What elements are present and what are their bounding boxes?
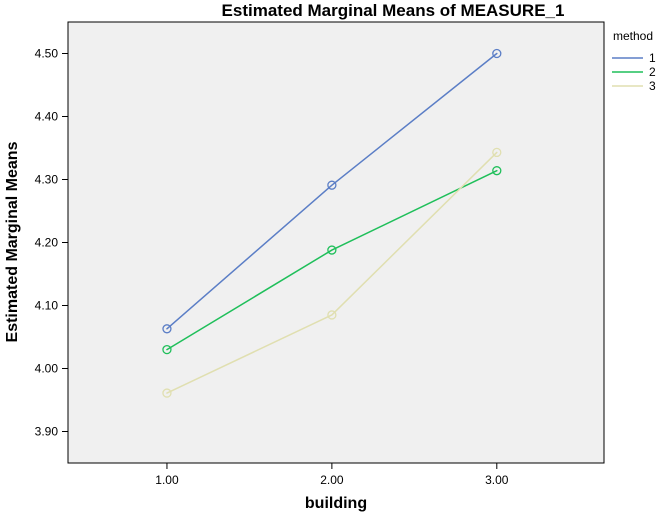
y-tick-label: 4.20 [35,236,59,250]
legend-label-2: 2 [649,65,656,79]
data-point-1-1 [162,324,172,334]
data-point-3-1 [162,388,172,398]
data-point-3-3 [492,147,502,158]
series-line-3 [166,151,498,394]
series-line-2 [166,169,498,351]
y-tick-label: 4.40 [35,110,59,124]
series-layer [162,48,502,398]
data-point-1-3 [492,48,502,59]
data-point-2-1 [162,344,172,355]
data-point-1-2 [327,180,337,190]
x-tick-label: 3.00 [485,473,509,487]
y-tick-label: 4.50 [35,47,59,61]
data-point-2-2 [327,245,337,255]
y-tick-label: 4.30 [35,173,59,187]
legend-label-1: 1 [649,51,656,65]
data-point-2-3 [492,166,502,176]
x-tick-label: 1.00 [155,473,179,487]
series-line-1 [166,52,498,330]
y-tick-label: 3.90 [35,425,59,439]
legend-title: method [613,29,653,43]
legend-layer: 123 [612,51,656,93]
y-tick-label: 4.10 [35,299,59,313]
legend-label-3: 3 [649,79,656,93]
y-tick-label: 4.00 [35,362,59,376]
y-axis-label: Estimated Marginal Means [4,141,21,342]
x-axis-label: building [305,495,367,512]
plot-area [67,21,605,464]
data-point-3-2 [327,310,337,320]
tick-layer: 3.90 4.00 4.10 4.20 4.30 4.40 4.50 1.00 2.00 3.00 [35,47,509,488]
x-tick-label: 2.00 [320,473,344,487]
chart-title: Estimated Marginal Means of MEASURE_1 [222,1,565,20]
